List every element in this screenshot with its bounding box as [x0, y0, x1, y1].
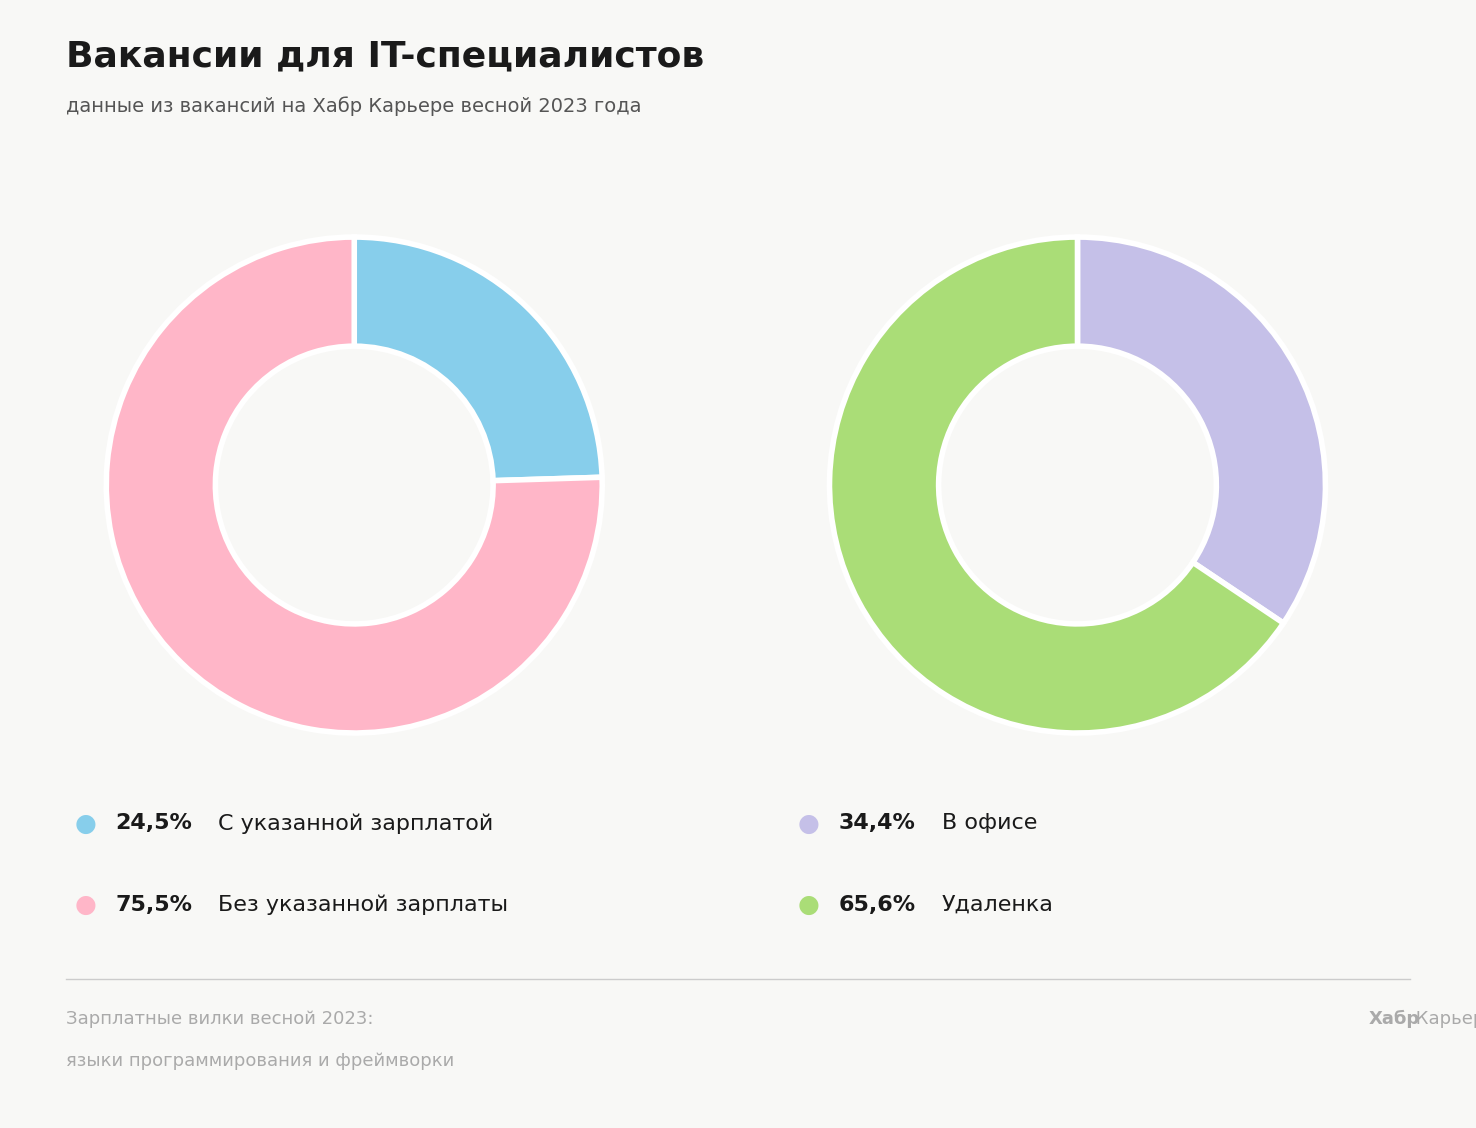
- Text: 34,4%: 34,4%: [838, 813, 915, 834]
- Text: ●: ●: [75, 892, 96, 917]
- Text: Зарплатные вилки весной 2023:: Зарплатные вилки весной 2023:: [66, 1010, 373, 1028]
- Wedge shape: [830, 237, 1284, 733]
- Text: Карьера: Карьера: [1410, 1010, 1476, 1028]
- Text: С указанной зарплатой: С указанной зарплатой: [218, 813, 493, 834]
- Text: ●: ●: [799, 811, 819, 836]
- Text: Без указанной зарплаты: Без указанной зарплаты: [218, 895, 509, 915]
- Text: 65,6%: 65,6%: [838, 895, 915, 915]
- Text: Удаленка: Удаленка: [942, 895, 1054, 915]
- Wedge shape: [354, 237, 602, 481]
- Wedge shape: [106, 237, 602, 733]
- Text: языки программирования и фреймворки: языки программирования и фреймворки: [66, 1052, 455, 1070]
- Text: Вакансии для IT-специалистов: Вакансии для IT-специалистов: [66, 39, 704, 73]
- Text: В офисе: В офисе: [942, 813, 1038, 834]
- Text: Хабр: Хабр: [1368, 1010, 1420, 1028]
- Text: ●: ●: [75, 811, 96, 836]
- Text: данные из вакансий на Хабр Карьере весной 2023 года: данные из вакансий на Хабр Карьере весно…: [66, 96, 642, 115]
- Text: 24,5%: 24,5%: [115, 813, 192, 834]
- Wedge shape: [1077, 237, 1325, 623]
- Text: ●: ●: [799, 892, 819, 917]
- Text: 75,5%: 75,5%: [115, 895, 192, 915]
